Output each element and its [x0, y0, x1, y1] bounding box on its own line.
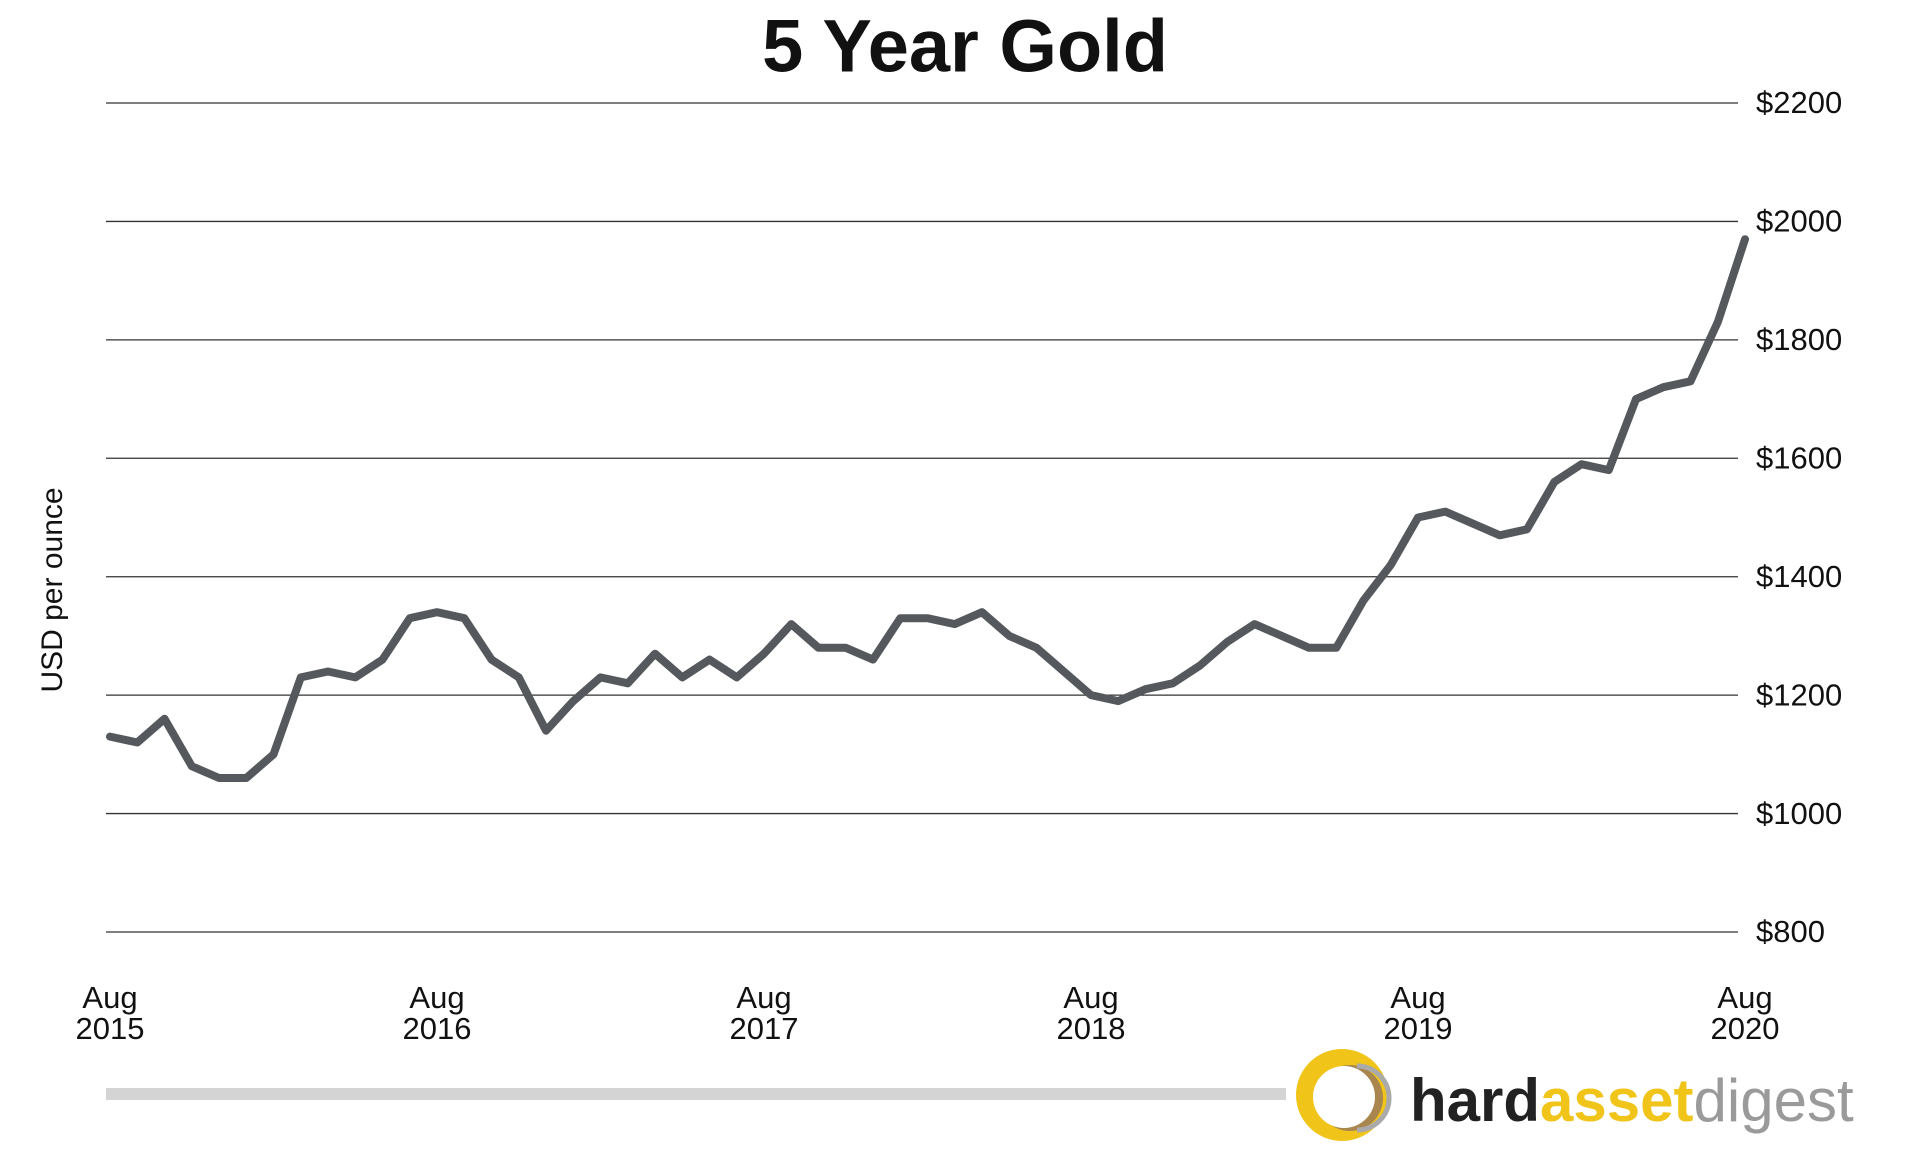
price-line: [106, 235, 1749, 782]
logo-mark: [1296, 1049, 1392, 1141]
y-tick-label: $2200: [1756, 85, 1842, 120]
chart-title: 5 Year Gold: [762, 5, 1168, 88]
y-tick-label: $1600: [1756, 440, 1842, 475]
y-tick-label: $1000: [1756, 796, 1842, 831]
y-tick-label: $1200: [1756, 677, 1842, 712]
logo-text: hardassetdigest: [1410, 1067, 1854, 1134]
y-axis-label: USD per ounce: [36, 487, 69, 692]
x-tick-label: Aug 2016: [402, 980, 472, 1046]
x-tick-label: Aug 2019: [1383, 980, 1453, 1046]
logo-asset: asset: [1540, 1067, 1693, 1134]
y-tick-label: $800: [1756, 914, 1825, 949]
logo-digest: digest: [1694, 1067, 1854, 1134]
y-tick-label: $2000: [1756, 204, 1842, 239]
x-tick-label: Aug 2015: [75, 980, 145, 1046]
logo-hard: hard: [1410, 1067, 1540, 1134]
x-tick-label: Aug 2017: [729, 980, 799, 1046]
x-tick-label: Aug 2018: [1056, 980, 1126, 1046]
x-tick-label: Aug 2020: [1710, 980, 1780, 1046]
y-tick-label: $1400: [1756, 559, 1842, 594]
divider-bar: [106, 1088, 1286, 1100]
y-tick-label: $1800: [1756, 322, 1842, 357]
